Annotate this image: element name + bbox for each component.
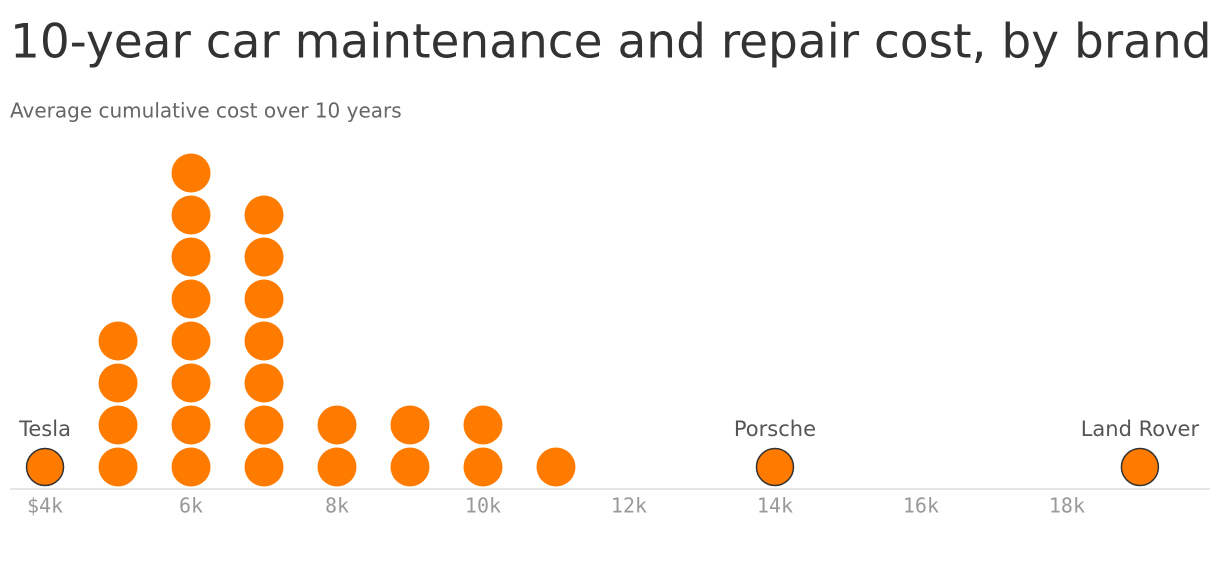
annotation: Porsche [734, 417, 816, 441]
dot [171, 447, 211, 487]
x-tick-label: 18k [1049, 494, 1085, 518]
annotation: Land Rover [1081, 417, 1200, 441]
dot [98, 363, 138, 403]
dot [98, 405, 138, 445]
dot [98, 447, 138, 487]
x-tick-label: 12k [611, 494, 647, 518]
dot [244, 195, 284, 235]
dot [171, 195, 211, 235]
dot [536, 447, 576, 487]
dot [171, 279, 211, 319]
dot [244, 237, 284, 277]
dot [390, 447, 430, 487]
dot [755, 447, 795, 487]
dot [463, 405, 503, 445]
x-tick-label: 6k [179, 494, 203, 518]
annotation: Tesla [18, 417, 71, 441]
dot [171, 237, 211, 277]
chart-title: 10-year car maintenance and repair cost,… [10, 15, 1212, 70]
dot [171, 363, 211, 403]
dot [98, 321, 138, 361]
dot [390, 405, 430, 445]
dot [317, 447, 357, 487]
x-tick-label: 8k [325, 494, 349, 518]
dot [25, 447, 65, 487]
dot [244, 321, 284, 361]
dot [463, 447, 503, 487]
x-tick-label: $4k [27, 494, 63, 518]
dot [171, 405, 211, 445]
x-tick-label: 16k [903, 494, 939, 518]
dot [1120, 447, 1160, 487]
x-tick-label: 10k [465, 494, 501, 518]
x-tick-label: 14k [757, 494, 793, 518]
dot [244, 279, 284, 319]
dot [244, 447, 284, 487]
dot [171, 153, 211, 193]
dot [171, 321, 211, 361]
dot [244, 363, 284, 403]
chart-subtitle: Average cumulative cost over 10 years [10, 99, 402, 123]
dot [317, 405, 357, 445]
dot [244, 405, 284, 445]
